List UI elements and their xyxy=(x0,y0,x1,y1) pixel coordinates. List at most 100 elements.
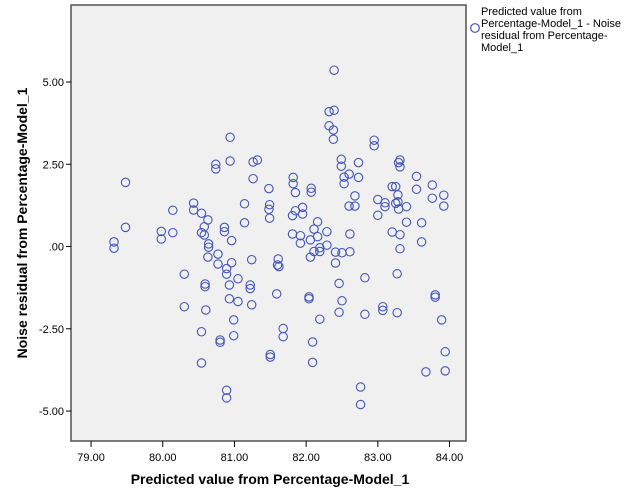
data-point xyxy=(430,292,440,302)
data-point xyxy=(264,213,275,223)
data-point xyxy=(288,172,298,183)
data-point xyxy=(201,305,211,315)
data-point xyxy=(353,172,364,183)
data-point xyxy=(337,296,347,306)
y-tick-label: .00 xyxy=(49,242,64,254)
legend-line: Model_1 xyxy=(481,42,523,54)
data-point xyxy=(196,358,207,368)
x-tick-label: 79.00 xyxy=(77,452,105,464)
data-point xyxy=(188,205,199,215)
data-point xyxy=(264,199,275,210)
data-point xyxy=(109,237,119,247)
data-point xyxy=(196,208,207,219)
data-point xyxy=(215,335,225,345)
data-point xyxy=(369,141,379,151)
legend: Predicted value from Percentage-Model_1 … xyxy=(470,6,621,54)
data-point xyxy=(378,301,388,312)
data-point xyxy=(246,254,257,265)
data-point xyxy=(168,205,178,216)
data-point xyxy=(393,157,404,168)
x-axis-label: Predicted value from Percentage-Model_1 xyxy=(131,471,410,487)
data-point xyxy=(245,283,255,294)
data-point xyxy=(306,183,316,194)
data-point xyxy=(369,135,379,145)
data-point xyxy=(304,294,314,304)
data-point xyxy=(221,269,232,279)
y-axis-label: Noise residual from Percentage-Model_1 xyxy=(14,87,30,358)
data-point xyxy=(272,260,283,270)
data-point xyxy=(203,242,214,252)
data-point xyxy=(297,209,308,219)
data-point xyxy=(395,162,405,172)
data-point xyxy=(390,198,401,209)
data-point xyxy=(355,399,366,410)
data-point xyxy=(219,222,230,233)
data-point xyxy=(287,210,298,221)
x-tick-label: 80.00 xyxy=(149,452,177,464)
data-point xyxy=(392,269,402,279)
data-point xyxy=(380,201,390,212)
data-point xyxy=(439,190,449,200)
data-point xyxy=(305,252,316,262)
data-point xyxy=(248,157,258,167)
y-tick-label: 5.00 xyxy=(43,77,64,89)
data-point xyxy=(274,261,284,272)
data-point xyxy=(336,154,347,165)
data-point xyxy=(219,226,230,237)
data-point xyxy=(156,234,167,244)
data-point xyxy=(248,173,258,184)
data-point xyxy=(221,263,232,274)
data-point xyxy=(288,178,298,189)
data-point xyxy=(203,239,214,249)
x-tick-label: 82.00 xyxy=(292,452,320,464)
data-point xyxy=(215,337,225,348)
data-point xyxy=(196,327,207,337)
data-point xyxy=(200,281,210,292)
data-point xyxy=(440,347,450,357)
data-point xyxy=(336,161,347,171)
data-point xyxy=(156,226,167,237)
data-point xyxy=(307,337,318,347)
y-axis: 5.00 2.50 .00 -2.50 -5.00 xyxy=(39,77,71,418)
data-point xyxy=(329,105,339,116)
legend-marker-icon xyxy=(470,23,480,33)
data-point xyxy=(328,125,339,135)
data-point xyxy=(226,257,237,268)
data-point xyxy=(295,230,306,241)
data-point xyxy=(439,201,449,211)
data-point xyxy=(290,187,301,198)
data-point xyxy=(246,300,257,310)
data-point xyxy=(322,226,332,237)
data-point xyxy=(324,106,334,117)
data-point xyxy=(378,305,388,316)
data-point xyxy=(305,235,316,245)
data-point xyxy=(120,177,131,188)
data-point xyxy=(350,191,360,201)
data-point xyxy=(221,393,232,403)
y-tick-label: 2.50 xyxy=(43,159,64,171)
data-point xyxy=(330,258,341,268)
legend-line: Percentage-Model_1 - Noise xyxy=(481,18,621,30)
data-point xyxy=(334,307,344,318)
data-point xyxy=(355,382,366,392)
data-point xyxy=(353,157,364,168)
data-point xyxy=(309,224,319,234)
data-point xyxy=(265,349,276,360)
data-point xyxy=(200,279,210,289)
data-point xyxy=(427,193,438,203)
data-point xyxy=(440,366,450,376)
data-point xyxy=(265,352,276,362)
data-point xyxy=(211,159,221,170)
plot-area xyxy=(70,4,467,442)
data-point xyxy=(188,198,199,208)
data-point xyxy=(168,227,178,238)
data-points xyxy=(109,65,450,410)
data-point xyxy=(328,134,339,145)
data-point xyxy=(395,244,405,254)
data-point xyxy=(344,201,354,211)
data-point xyxy=(221,385,232,396)
data-point xyxy=(233,274,243,284)
data-point xyxy=(239,218,250,228)
x-tick-label: 84.00 xyxy=(436,452,464,464)
data-point xyxy=(395,229,405,240)
